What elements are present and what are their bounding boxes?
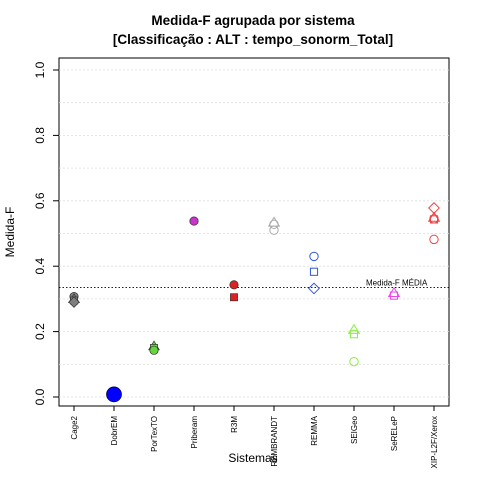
grid-lines [59,69,449,398]
y-tick-label: 0.8 [33,127,47,144]
data-point [149,345,159,355]
x-tick-label: PorTexTO [150,416,159,452]
x-tick-label: Priberam [190,416,199,449]
x-tick-label: XIP-L2F/Xerox [430,416,439,468]
data-point [349,330,359,339]
reference-line-group: Medida-F MÉDIA [59,278,449,288]
data-point [309,267,319,276]
chart-title: Medida-F agrupada por sistema [151,13,355,28]
data-point [308,282,320,295]
y-tick-label: 0.2 [33,323,47,340]
data-point [269,219,279,230]
x-tick-label: SeRELeP [390,416,399,451]
x-tick-label: DobrEM [110,416,119,446]
data-point [309,251,319,262]
plot-area [58,57,450,407]
data-point [349,356,359,367]
x-axis: Cage2 DobrEM PorTexTO Priberam R3M REMBRANDT R… [70,406,439,468]
data-point [347,323,361,334]
y-tick-label: 0.4 [33,258,47,275]
data-point [429,215,439,224]
x-tick-label: Cage2 [70,415,79,439]
x-tick-label: REMMA [310,415,319,445]
y-axis-title: Medida-F [3,207,17,258]
data-point [106,386,122,403]
y-tick-label: 0.0 [33,388,47,405]
reference-line-label: Medida-F MÉDIA [366,278,428,287]
y-axis: 0.0 0.2 0.4 0.6 0.8 1.0 [33,61,59,405]
data-points [68,202,441,403]
data-point [68,296,80,308]
y-tick-label: 0.6 [33,192,47,209]
data-point [389,291,399,300]
x-tick-label: REMBRANDT [270,416,279,467]
x-axis-title: Sistemas [228,451,277,465]
chart-subtitle: [Classificação : ALT : tempo_sonorm_Tota… [113,32,393,47]
data-point [269,225,279,235]
data-point [189,216,199,226]
y-tick-label: 1.0 [33,61,47,78]
x-tick-label: R3M [230,416,239,433]
x-tick-label: SEIGeo [350,415,359,444]
data-point [230,293,238,302]
data-point [229,280,239,290]
data-point [429,234,439,245]
data-point [427,211,441,222]
